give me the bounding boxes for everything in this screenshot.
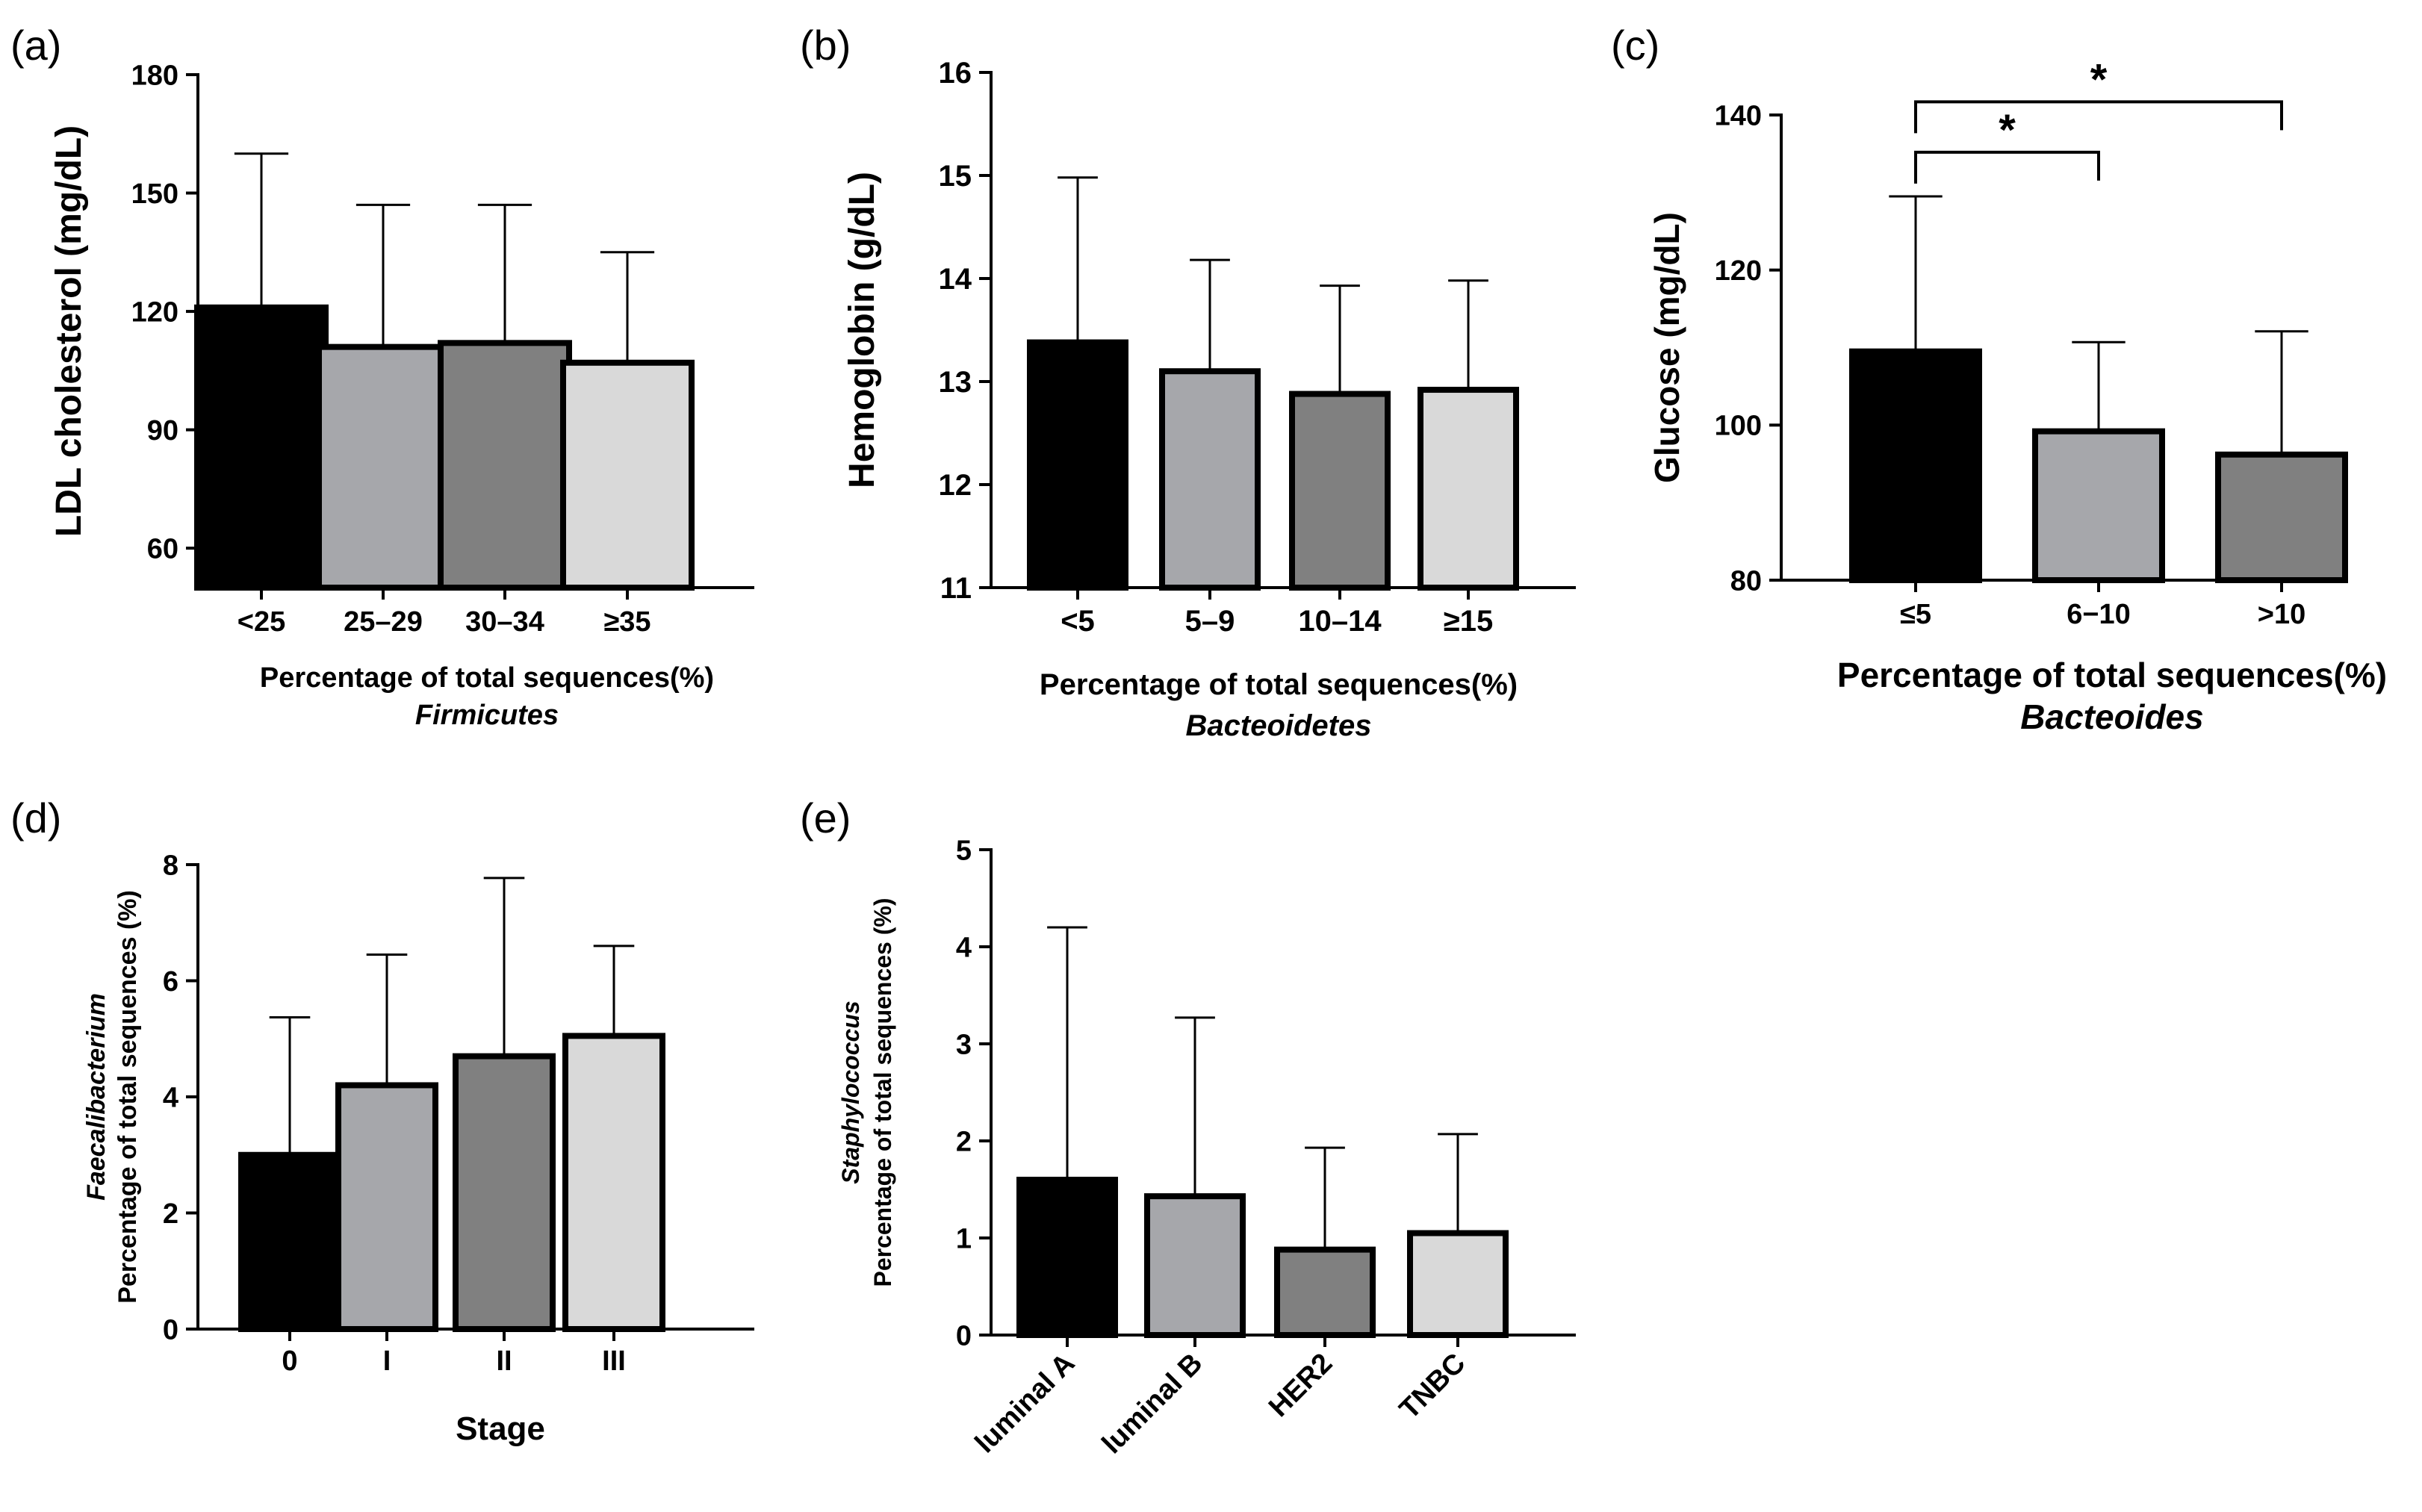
bar (1418, 387, 1519, 591)
y-tick-label: 3 (956, 1029, 972, 1060)
y-axis-label: LDL cholesterol (mg/dL) (49, 125, 89, 537)
chart-panel-c: (c) 80 100 120 140 ≤5 6−10 >10 Glucose (mg/dL) Pe… (1611, 22, 2387, 736)
x-tick-label: 10–14 (1298, 605, 1382, 638)
x-axis-label: Percentage of total sequences(%) (1040, 668, 1518, 701)
bar (453, 1053, 556, 1332)
y-tick-label: 5 (956, 835, 972, 866)
bar (2032, 428, 2165, 584)
y-tick-label: 13 (939, 366, 972, 399)
bar (1144, 1193, 1246, 1338)
y-axis-label: Percentage of total sequences (%) (114, 890, 142, 1304)
y-tick-label: 12 (939, 469, 972, 502)
bar (1016, 1177, 1118, 1338)
panel-label: (d) (10, 794, 61, 841)
y-tick-label: 0 (956, 1320, 972, 1351)
x-tick-label: HER2 (1263, 1348, 1338, 1423)
y-tick-label: 80 (1730, 565, 1762, 597)
x-tick-label: 0 (282, 1345, 297, 1377)
x-axis-label-taxon: Bacteoides (2020, 697, 2203, 736)
y-tick-label: 150 (131, 178, 178, 210)
y-tick-label: 2 (956, 1126, 972, 1157)
x-tick-label: >10 (2258, 599, 2305, 630)
x-tick-label: ≥15 (1444, 605, 1493, 638)
bar (194, 304, 329, 591)
bar (1159, 368, 1261, 591)
y-tick-label: 180 (131, 60, 178, 91)
x-tick-label: luminal B (1096, 1348, 1209, 1460)
chart-panel-a: (a) 60 90 120 150 180 <25 25–29 30–34 ≥35 LDL chol… (10, 22, 754, 731)
significance-bracket (1914, 150, 2100, 184)
y-tick-label: 16 (939, 57, 972, 90)
x-tick-label: ≥35 (603, 606, 650, 638)
significance-bracket (1914, 100, 2283, 134)
y-axis-label-taxon: Faecalibacterium (82, 993, 111, 1201)
y-tick-label: 15 (939, 160, 972, 193)
panel-label: (a) (10, 22, 61, 69)
panel-label: (c) (1611, 22, 1659, 69)
chart-panel-b: (b) 11 12 13 14 15 16 <5 5–9 10–14 ≥15 Hemoglobin (… (800, 22, 1576, 742)
significance-star: * (2090, 55, 2108, 104)
y-tick-label: 120 (1715, 255, 1762, 287)
y-tick-label: 120 (131, 296, 178, 328)
bar (1849, 348, 1982, 583)
y-tick-label: 0 (163, 1314, 178, 1345)
x-axis-label-taxon: Firmicutes (415, 700, 559, 731)
x-axis-label-taxon: Bacteoidetes (1186, 709, 1372, 742)
bar (2215, 451, 2348, 583)
x-tick-label: ≤5 (1900, 599, 1931, 630)
y-tick-label: 1 (956, 1223, 972, 1254)
x-tick-label: <5 (1061, 605, 1095, 638)
x-axis-label: Percentage of total sequences(%) (1837, 656, 2387, 694)
x-tick-label: luminal A (969, 1348, 1081, 1460)
y-axis-label: Glucose (mg/dL) (1648, 212, 1686, 483)
panel-label: (e) (800, 794, 851, 841)
y-axis-label: Percentage of total sequences (%) (869, 897, 896, 1287)
y-tick-label: 100 (1715, 411, 1762, 442)
x-tick-label: 30–34 (465, 606, 544, 638)
y-tick-label: 2 (163, 1198, 178, 1230)
bar (1289, 391, 1391, 591)
x-tick-label: TNBC (1394, 1348, 1471, 1425)
bar (560, 359, 695, 591)
y-axis-label-taxon: Staphylococcus (837, 1001, 864, 1183)
y-tick-label: 14 (939, 263, 972, 296)
y-axis-label: Hemoglobin (g/dL) (842, 172, 882, 488)
panel-label: (b) (800, 22, 851, 69)
bar (316, 343, 450, 591)
x-tick-label: <25 (237, 606, 285, 638)
x-tick-label: I (383, 1345, 391, 1377)
y-tick-label: 4 (163, 1082, 178, 1113)
x-axis-label: Stage (456, 1410, 545, 1447)
bar (562, 1033, 665, 1333)
x-tick-label: 25–29 (344, 606, 423, 638)
x-tick-label: 5–9 (1185, 605, 1235, 638)
x-tick-label: II (496, 1345, 512, 1377)
y-tick-label: 8 (163, 850, 178, 881)
y-tick-label: 140 (1715, 100, 1762, 131)
bar (1274, 1246, 1376, 1338)
y-tick-label: 11 (940, 572, 972, 605)
x-axis-label: Percentage of total sequences(%) (260, 662, 714, 694)
bar (238, 1151, 341, 1332)
x-tick-label: 6−10 (2067, 599, 2131, 630)
x-tick-label: III (602, 1345, 626, 1377)
y-tick-label: 60 (147, 533, 178, 564)
bar (438, 340, 572, 591)
y-tick-label: 90 (147, 415, 178, 447)
bar (1027, 339, 1128, 591)
y-tick-label: 6 (163, 966, 178, 998)
significance-star: * (1999, 106, 2016, 155)
bar (335, 1082, 438, 1332)
bar (1407, 1230, 1509, 1338)
y-tick-label: 4 (956, 932, 972, 963)
